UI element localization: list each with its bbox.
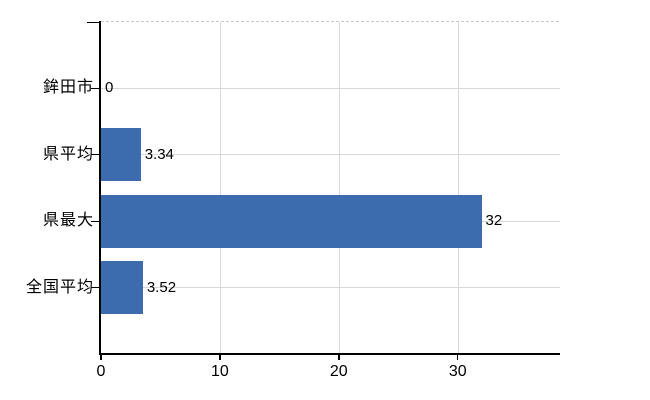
category-label: 鉾田市: [42, 79, 94, 97]
y-axis-top-tick: [87, 21, 101, 23]
vertical-gridline: [219, 22, 221, 354]
x-axis-tick: [100, 354, 102, 360]
x-axis-line: [99, 353, 560, 355]
bar: [101, 261, 143, 315]
bar: [101, 194, 482, 248]
y-axis-tick: [91, 87, 101, 90]
y-axis-tick: [91, 220, 101, 222]
category-label: 県平均: [42, 145, 94, 163]
category-label: 全国平均: [25, 278, 94, 296]
value-label: 3.34: [144, 145, 174, 163]
horizontal-gridline: [101, 287, 560, 289]
value-label: 3.52: [146, 278, 177, 296]
x-tick-label: 20: [329, 363, 348, 380]
x-tick-label: 10: [211, 363, 229, 380]
value-label: 32: [485, 212, 503, 230]
x-tick-label: 30: [448, 363, 467, 380]
x-tick-label: 0: [96, 363, 106, 380]
value-label: 0: [105, 79, 114, 97]
x-axis-tick: [338, 354, 340, 360]
horizontal-gridline: [101, 154, 560, 156]
bar: [101, 128, 141, 182]
y-axis-line: [99, 21, 101, 355]
y-axis-tick: [91, 287, 101, 289]
horizontal-gridline: [101, 87, 560, 89]
y-axis-tick: [91, 154, 101, 156]
x-axis-tick: [219, 354, 221, 360]
category-label: 県最大: [42, 212, 94, 230]
x-axis-tick: [456, 354, 459, 360]
vertical-gridline: [338, 22, 340, 354]
plot-top-border: [101, 21, 559, 22]
vertical-gridline: [457, 22, 459, 354]
